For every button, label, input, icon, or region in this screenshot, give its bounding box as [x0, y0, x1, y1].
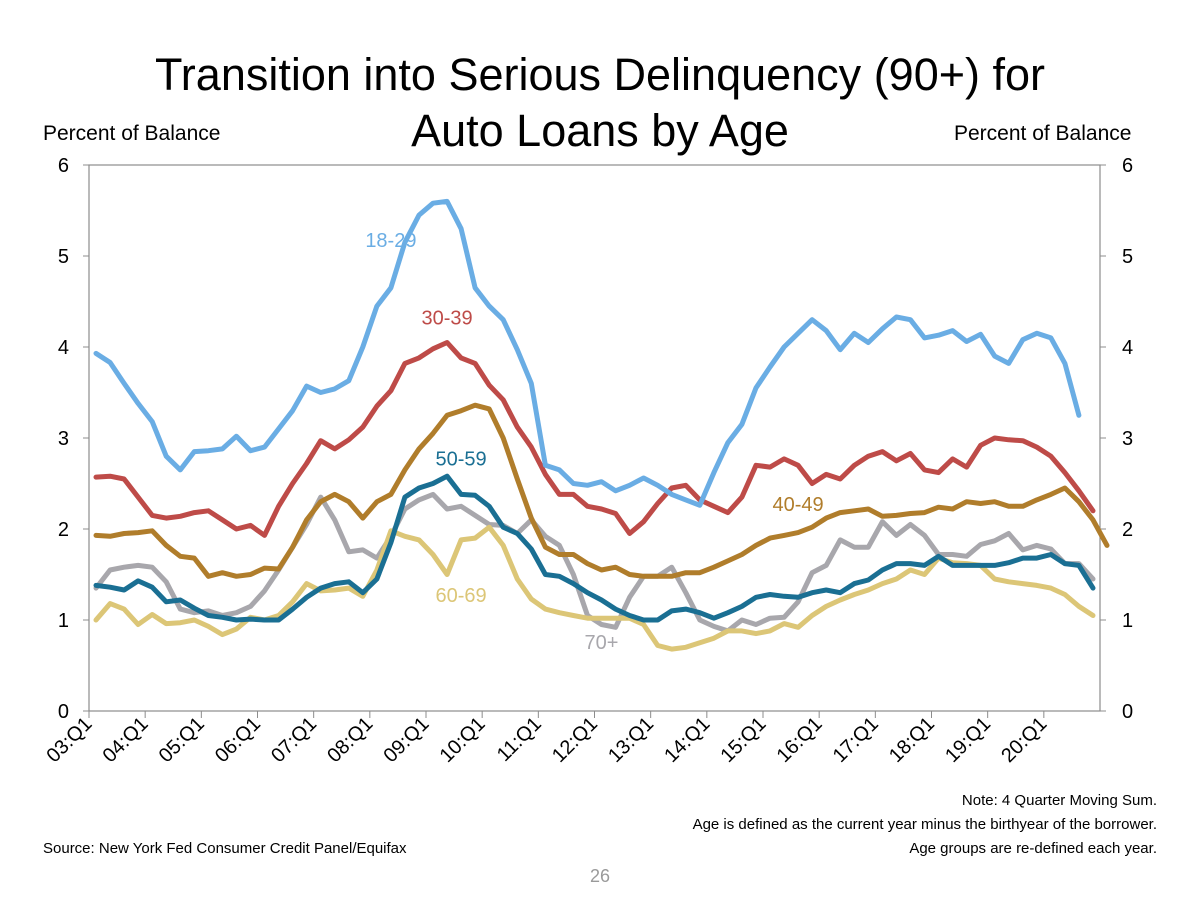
- x-tick-label: 19:Q1: [941, 713, 995, 767]
- y-tick-label-left: 5: [58, 246, 69, 268]
- y-tick-label-left: 0: [58, 701, 69, 723]
- x-tick-label: 10:Q1: [436, 713, 490, 767]
- series-line-50-59: [93, 473, 1096, 623]
- series-line-70plus: [93, 491, 1096, 634]
- y-tick-label-left: 1: [58, 610, 69, 632]
- x-tick-label: 08:Q1: [323, 713, 377, 767]
- y-tick-label-right: 0: [1122, 701, 1133, 723]
- series-line-40-49: [93, 402, 1110, 579]
- y-axis-label-right: Percent of Balance: [954, 122, 1132, 145]
- y-tick-label-right: 4: [1122, 337, 1133, 359]
- x-tick-label: 09:Q1: [379, 713, 433, 767]
- series-label-40-49: 40-49: [773, 494, 824, 516]
- series-label-18-29: 18-29: [365, 230, 416, 252]
- y-tick-label-right: 1: [1122, 610, 1133, 632]
- x-tick-label: 13:Q1: [604, 713, 658, 767]
- x-tick-label: 14:Q1: [660, 713, 714, 767]
- y-tick-label-right: 2: [1122, 519, 1133, 541]
- note-line-3: Age groups are re-defined each year.: [909, 840, 1157, 857]
- series-line-30-39: [93, 340, 1096, 538]
- x-tick-label: 17:Q1: [829, 713, 883, 767]
- page-number: 26: [589, 866, 611, 886]
- x-tick-label: 15:Q1: [716, 713, 770, 767]
- note-line-1: Note: 4 Quarter Moving Sum.: [961, 792, 1157, 809]
- y-tick-label-right: 5: [1122, 246, 1133, 268]
- y-tick-label-left: 4: [58, 337, 69, 359]
- series-line-18-29: [93, 198, 1082, 508]
- x-tick-label: 03:Q1: [42, 713, 96, 767]
- chart-title-line-1: Transition into Serious Delinquency (90+…: [154, 49, 1046, 100]
- source-note: Source: New York Fed Consumer Credit Pan…: [43, 840, 407, 857]
- y-tick-label-right: 3: [1122, 428, 1133, 450]
- y-tick-label-left: 6: [58, 155, 69, 177]
- x-tick-label: 18:Q1: [885, 713, 939, 767]
- y-tick-label-left: 3: [58, 428, 69, 450]
- chart-title-line-2: Auto Loans by Age: [411, 105, 789, 156]
- x-tick-label: 06:Q1: [211, 713, 265, 767]
- x-tick-label: 20:Q1: [997, 713, 1051, 767]
- x-tick-label: 11:Q1: [493, 713, 546, 766]
- y-tick-label-right: 6: [1122, 155, 1133, 177]
- x-tick-label: 12:Q1: [548, 713, 602, 767]
- x-tick-label: 07:Q1: [267, 713, 321, 767]
- series-label-30-39: 30-39: [421, 307, 472, 329]
- y-axis-label-left: Percent of Balance: [43, 122, 221, 145]
- x-tick-label: 04:Q1: [99, 713, 153, 767]
- x-tick-label: 16:Q1: [773, 713, 827, 767]
- x-tick-label: 05:Q1: [155, 713, 209, 767]
- series-label-50-59: 50-59: [436, 448, 487, 470]
- y-tick-label-left: 2: [58, 519, 69, 541]
- series-label-70plus: 70+: [585, 632, 619, 654]
- series-line-60-69: [93, 524, 1096, 652]
- note-line-2: Age is defined as the current year minus…: [692, 816, 1157, 833]
- series-label-60-69: 60-69: [436, 585, 487, 607]
